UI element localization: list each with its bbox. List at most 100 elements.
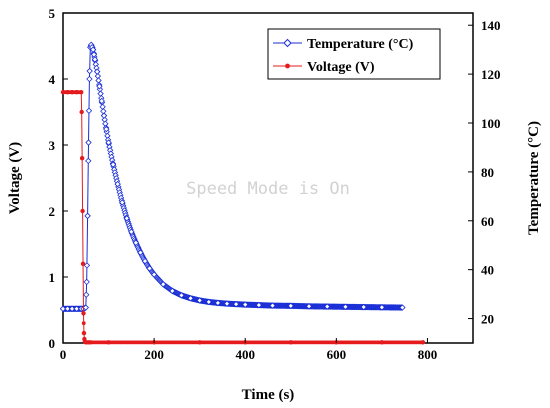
y-left-tick-label: 0 [49, 336, 56, 351]
temperature-data-point [84, 212, 91, 220]
voltage-data-point [81, 311, 86, 316]
voltage-data-point [74, 90, 79, 95]
temperature-data-point [242, 301, 249, 308]
y-left-tick-label: 1 [49, 270, 56, 285]
y-left-tick-label: 3 [49, 138, 56, 153]
legend: Temperature (°C) Voltage (V) [267, 28, 441, 80]
temperature-data-point [103, 125, 110, 133]
temperature-data-point [90, 51, 98, 58]
x-tick-label: 600 [327, 347, 347, 362]
legend-marker-voltage [285, 63, 290, 69]
y-right-tick-label: 140 [481, 18, 501, 33]
legend-label-voltage: Voltage (V) [307, 60, 375, 75]
temperature-data-point [119, 199, 126, 206]
x-tick-label: 800 [418, 347, 438, 362]
temperature-data-point [94, 68, 101, 75]
temperature-data-point [214, 299, 222, 307]
temperature-point [100, 108, 107, 115]
watermark-text: Speed Mode is On [186, 179, 350, 199]
voltage-data-point [79, 90, 84, 95]
voltage-data-point [69, 90, 75, 95]
temperature-data-point [123, 215, 130, 222]
y-axis-left-label: Voltage (V) [7, 142, 23, 214]
temperature-data-point [399, 304, 406, 311]
x-axis-label: Time (s) [242, 387, 295, 403]
y-right-tick-label: 60 [481, 214, 494, 229]
temperature-data-point [187, 295, 194, 302]
temperature-data-point [91, 56, 99, 63]
x-tick-label: 200 [144, 347, 164, 362]
temperature-data-point [160, 281, 167, 288]
temperature-data-point [378, 304, 386, 311]
voltage-data-point [80, 208, 85, 214]
voltage-data-point [420, 340, 426, 345]
temperature-data-point [85, 139, 92, 146]
legend-marker-temperature [283, 38, 292, 48]
temperature-data-point [146, 265, 153, 272]
temperature-data-point [324, 303, 331, 310]
y-right-tick-label: 120 [481, 67, 501, 82]
temperature-data-point [109, 161, 117, 168]
temperature-point [95, 77, 102, 84]
temperature-point [94, 72, 102, 80]
temperature-data-point [305, 303, 313, 310]
temperature-point [86, 67, 93, 75]
temperature-data-point [114, 180, 121, 188]
temperature-point [83, 291, 90, 298]
temperature-data-point [223, 300, 231, 307]
temperature-data-point [105, 139, 112, 146]
y-right-tick-label: 100 [481, 116, 501, 131]
temperature-data-point [128, 228, 135, 235]
voltage-data-point [288, 340, 293, 345]
temperature-data-point [82, 304, 89, 311]
legend-label-temperature: Temperature (°C) [307, 37, 414, 52]
temperature-data-point [342, 303, 349, 310]
temperature-data-point [83, 278, 90, 286]
temperature-data-point [196, 297, 203, 304]
temperature-data-point [232, 300, 240, 308]
temperature-data-point [64, 305, 71, 312]
voltage-data-point [79, 109, 84, 115]
y-right-tick-label: 20 [481, 312, 494, 327]
y-left-tick-label: 2 [49, 204, 56, 219]
temperature-data-point [360, 303, 367, 311]
temperature-data-point [86, 75, 93, 83]
temperature-point [85, 157, 92, 165]
temperature-data-point [269, 302, 276, 309]
temperature-point [97, 90, 104, 97]
temperature-data-point [137, 249, 144, 256]
temperature-data-point [96, 83, 103, 90]
y-right-tick-label: 80 [481, 165, 494, 180]
temperature-data-point [73, 305, 80, 312]
voltage-data-point [379, 340, 385, 345]
temperature-data-point [169, 287, 176, 295]
temperature-point [85, 107, 93, 114]
voltage-data-point [88, 340, 93, 345]
temperature-data-point [287, 302, 294, 310]
temperature-series-line [63, 43, 403, 310]
temperature-data-point [255, 301, 263, 309]
voltage-data-point [65, 90, 70, 95]
temperature-data-point [205, 298, 212, 306]
temperature-data-point [132, 239, 140, 246]
y-axis-right-label: Temperature (°C) [526, 121, 542, 235]
temperature-point [83, 262, 91, 269]
voltage-data-point [60, 90, 66, 95]
temperature-data-point [150, 271, 158, 278]
voltage-data-point [80, 261, 86, 266]
y-right-tick-label: 40 [481, 263, 494, 278]
series-layer [59, 41, 426, 345]
temperature-point [99, 103, 106, 111]
x-tick-label: 0 [60, 347, 67, 362]
legend-box [267, 28, 441, 80]
temperature-data-point [59, 305, 67, 312]
temperature-data-point [141, 257, 149, 265]
y-left-tick-label: 4 [49, 72, 56, 87]
temperature-data-point [68, 305, 76, 312]
y-left-tick-label: 5 [49, 6, 56, 21]
temperature-data-point [89, 46, 97, 53]
temperature-data-point [100, 112, 108, 119]
voltage-data-point [197, 340, 202, 345]
x-tick-label: 400 [235, 347, 255, 362]
